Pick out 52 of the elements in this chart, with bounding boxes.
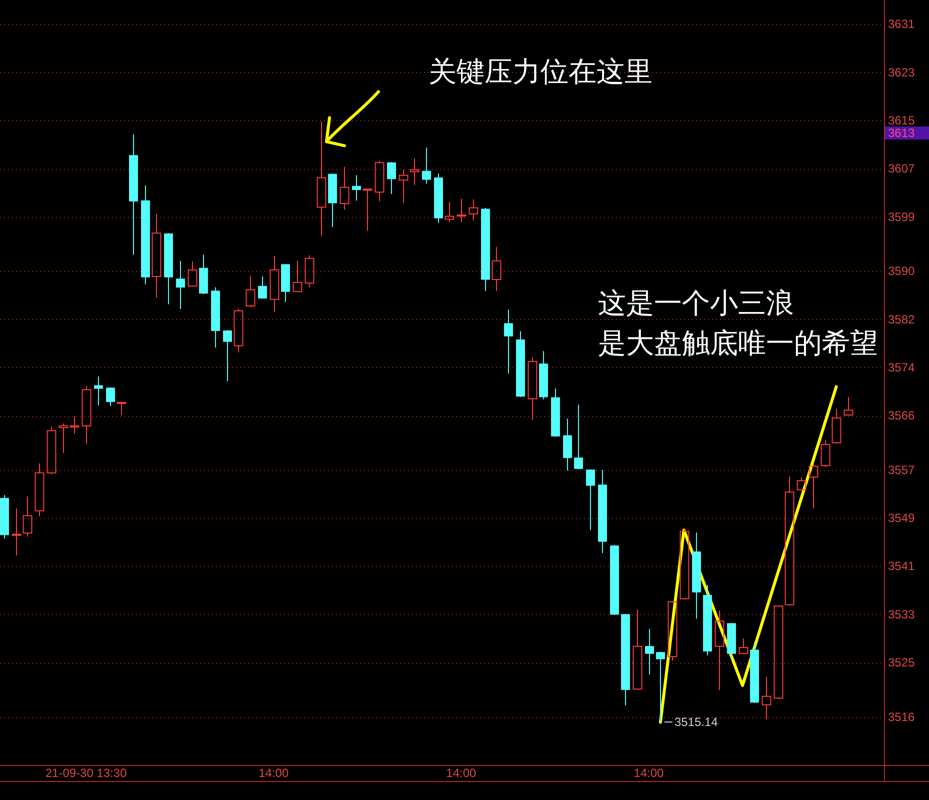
y-tick-label: 3574 bbox=[888, 360, 916, 374]
y-tick-label: 3516 bbox=[888, 710, 916, 724]
candlestick bbox=[270, 256, 280, 313]
y-tick-label: 3631 bbox=[888, 17, 916, 32]
candlestick bbox=[832, 408, 842, 444]
candlestick bbox=[422, 147, 431, 184]
candlestick bbox=[176, 260, 185, 310]
y-tick-label: 3549 bbox=[888, 511, 916, 526]
candlestick bbox=[492, 246, 502, 292]
candlestick bbox=[387, 162, 396, 194]
annotation: 是大盘触底唯一的希望 bbox=[598, 328, 878, 358]
y-tick-label: 3590 bbox=[888, 264, 916, 278]
candlestick bbox=[563, 418, 572, 471]
candlestick bbox=[398, 169, 408, 204]
candlestick bbox=[258, 276, 267, 300]
candlestick bbox=[456, 198, 466, 223]
candlestick bbox=[94, 376, 103, 406]
candlestick bbox=[586, 468, 595, 531]
y-tick-label: 3615 bbox=[888, 113, 916, 128]
candlestick bbox=[12, 508, 22, 556]
candlestick bbox=[352, 174, 361, 202]
candlestick bbox=[656, 651, 665, 722]
candlestick bbox=[106, 386, 115, 406]
candlestick bbox=[645, 628, 654, 676]
annotation: 3515.14 bbox=[674, 714, 718, 729]
y-tick-label: 3599 bbox=[888, 210, 916, 224]
annotation: 关键压力位在这里 bbox=[428, 56, 652, 88]
y-tick-label: 3557 bbox=[888, 462, 916, 477]
candlestick bbox=[762, 676, 772, 720]
y-tick-label: 3533 bbox=[888, 607, 916, 622]
x-tick-label: 14:00 bbox=[258, 766, 289, 780]
candlestick bbox=[504, 309, 513, 374]
annotation: 这是一个小三浪 bbox=[598, 288, 794, 318]
text: 3613 bbox=[888, 126, 916, 140]
candlestick bbox=[410, 158, 420, 186]
candlestick bbox=[528, 356, 538, 420]
y-tick-label: 3623 bbox=[888, 65, 916, 80]
candlestick bbox=[223, 330, 232, 382]
candlestick bbox=[316, 121, 326, 237]
y-tick-label: 3566 bbox=[888, 408, 916, 423]
y-tick-label: 3582 bbox=[888, 312, 916, 326]
y-tick-label: 3541 bbox=[888, 559, 916, 574]
y-tick-label: 3525 bbox=[888, 656, 916, 670]
x-tick-label: 14:00 bbox=[446, 766, 477, 780]
candlestick bbox=[714, 610, 724, 691]
candlestick bbox=[574, 404, 583, 470]
candlestick bbox=[152, 213, 162, 298]
y-tick-label: 3607 bbox=[888, 162, 916, 176]
candlestick bbox=[668, 601, 678, 662]
candlestick bbox=[340, 166, 350, 210]
x-tick-label: 14:00 bbox=[634, 766, 664, 780]
x-tick-label: 21-09-30 13:30 bbox=[45, 766, 128, 780]
